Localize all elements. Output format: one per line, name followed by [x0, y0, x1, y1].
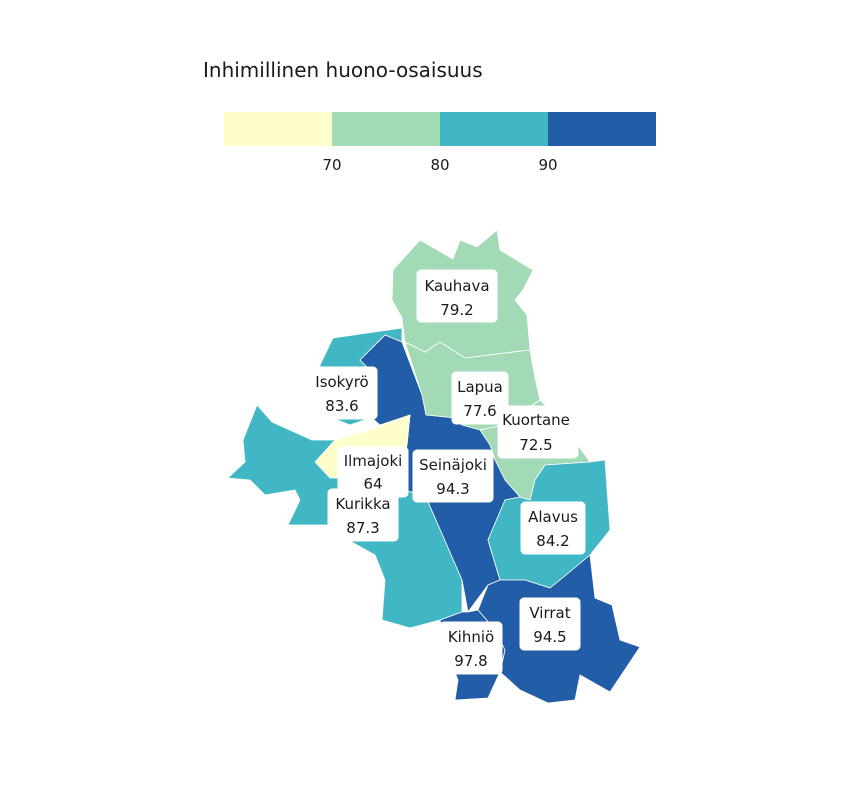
label-value: 72.5	[519, 436, 552, 454]
legend: Inhimillinen huono-osaisuus 70 80 90	[203, 58, 656, 174]
label-name: Kuortane	[502, 411, 570, 429]
label-name: Seinäjoki	[419, 456, 487, 474]
label-value: 83.6	[325, 397, 358, 415]
label-name: Virrat	[529, 604, 570, 622]
legend-title: Inhimillinen huono-osaisuus	[203, 58, 483, 82]
label-name: Kihniö	[448, 628, 494, 646]
label-name: Lapua	[457, 378, 503, 396]
label-value: 87.3	[346, 519, 379, 537]
label-virrat: Virrat 94.5	[519, 597, 581, 651]
label-kurikka: Kurikka 87.3	[327, 488, 399, 542]
label-name: Ilmajoki	[344, 452, 403, 470]
label-ilmajoki: Ilmajoki 64	[337, 446, 409, 498]
label-value: 97.8	[454, 652, 487, 670]
label-value: 79.2	[440, 301, 473, 319]
legend-swatch-3	[440, 112, 548, 146]
region-labels: Kauhava 79.2 Isokyrö 83.6 Lapua 77.6 Kuo…	[307, 269, 586, 675]
label-value: 77.6	[463, 402, 496, 420]
legend-swatch-2	[332, 112, 440, 146]
legend-tick-80: 80	[430, 156, 449, 174]
label-name: Kauhava	[424, 277, 489, 295]
label-alavus: Alavus 84.2	[520, 501, 586, 555]
label-kihnio: Kihniö 97.8	[439, 621, 503, 675]
label-value: 94.3	[436, 480, 469, 498]
legend-tick-70: 70	[322, 156, 341, 174]
label-kauhava: Kauhava 79.2	[416, 269, 498, 323]
label-lapua: Lapua 77.6	[451, 371, 509, 425]
label-name: Isokyrö	[315, 373, 368, 391]
legend-swatch-1	[224, 112, 332, 146]
legend-tick-90: 90	[538, 156, 557, 174]
label-seinajoki: Seinäjoki 94.3	[412, 449, 494, 503]
label-kuortane: Kuortane 72.5	[497, 405, 579, 459]
label-value: 94.5	[533, 628, 566, 646]
label-name: Kurikka	[335, 495, 390, 513]
label-name: Alavus	[528, 508, 578, 526]
label-value: 84.2	[536, 532, 569, 550]
legend-swatch-4	[548, 112, 656, 146]
label-isokyro: Isokyrö 83.6	[307, 366, 378, 420]
